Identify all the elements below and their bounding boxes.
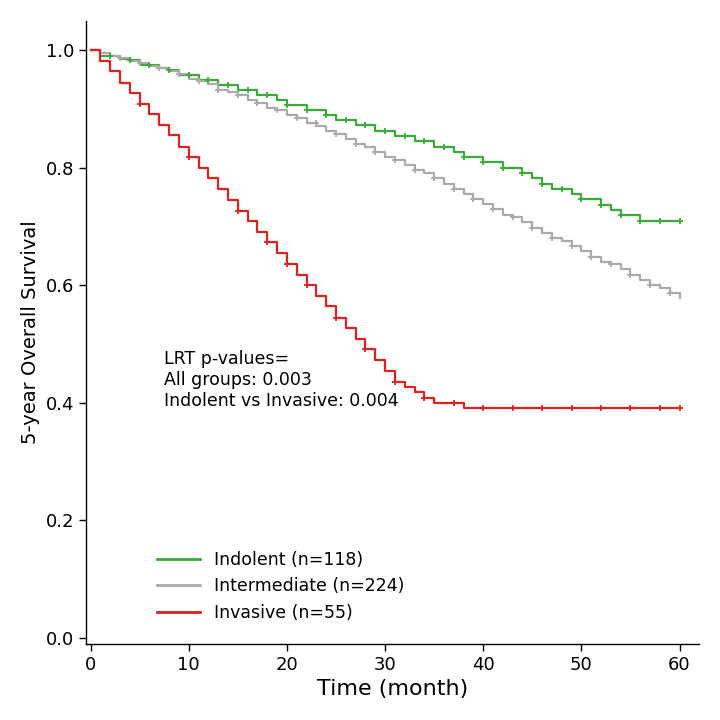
Text: LRT p-values=
All groups: 0.003
Indolent vs Invasive: 0.004: LRT p-values= All groups: 0.003 Indolent… — [164, 350, 399, 410]
Y-axis label: 5-year Overall Survival: 5-year Overall Survival — [21, 220, 40, 444]
X-axis label: Time (month): Time (month) — [317, 679, 468, 699]
Legend: Indolent (n=118), Intermediate (n=224), Invasive (n=55): Indolent (n=118), Intermediate (n=224), … — [150, 544, 411, 629]
